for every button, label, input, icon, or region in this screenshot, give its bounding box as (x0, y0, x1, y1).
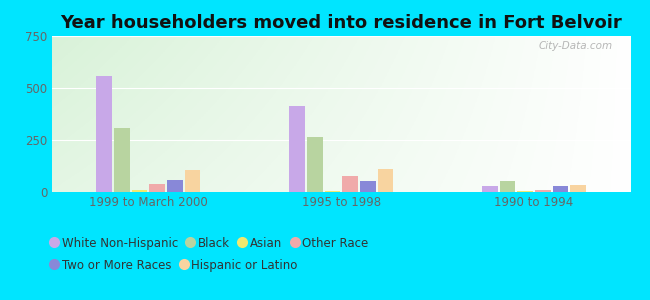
Bar (132, 190, 148, 192)
Bar (571, 185, 586, 192)
Bar (360, 181, 376, 192)
Bar (150, 184, 165, 192)
Legend: Two or More Races, Hispanic or Latino: Two or More Races, Hispanic or Latino (46, 254, 302, 277)
Bar (552, 186, 568, 192)
Bar (500, 181, 515, 192)
Bar (343, 176, 358, 192)
Bar (324, 191, 340, 192)
Bar (307, 137, 322, 192)
Bar (289, 106, 305, 192)
Bar (378, 169, 393, 192)
Title: Year householders moved into residence in Fort Belvoir: Year householders moved into residence i… (60, 14, 622, 32)
Bar (185, 170, 200, 192)
Text: City-Data.com: City-Data.com (539, 41, 613, 51)
Bar (517, 191, 533, 192)
Bar (96, 76, 112, 192)
Bar (167, 179, 183, 192)
Bar (535, 190, 551, 192)
Bar (114, 128, 130, 192)
Bar (482, 186, 498, 192)
